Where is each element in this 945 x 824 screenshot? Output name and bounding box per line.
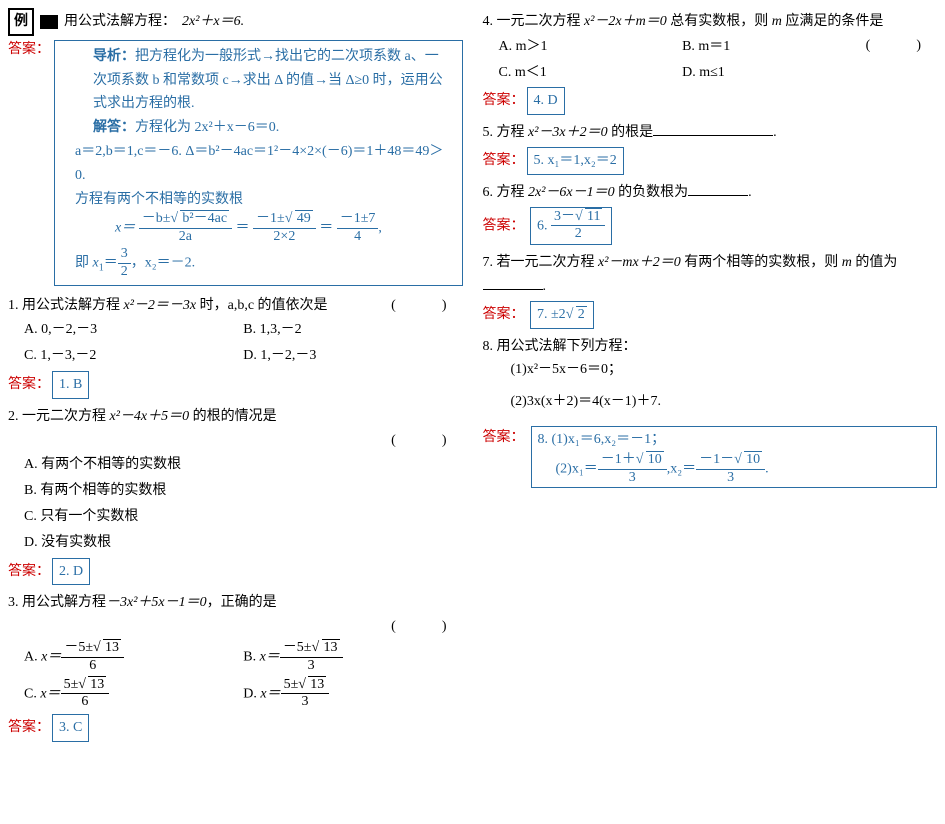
q6-answer: 答案： 6. 3－112 bbox=[483, 207, 938, 246]
blank bbox=[653, 122, 773, 136]
q4-opt-c: C. m＜1 bbox=[499, 61, 683, 85]
q2-options: A. 有两个不相等的实数根 B. 有两个相等的实数根 C. 只有一个实数根 D.… bbox=[24, 452, 463, 555]
q8-sub1: (1)x²－5x－6＝0； bbox=[511, 358, 938, 382]
left-column: 例 用公式法解方程： 2x²＋x＝6. 答案： 导析：把方程化为一般形式→找出它… bbox=[8, 8, 463, 748]
q8-sub2: (2)3x(x＋2)＝4(x－1)＋7. bbox=[511, 390, 938, 414]
example-result: 即 x1＝32，x₂＝－2. bbox=[75, 246, 452, 281]
question-3: 3. 用公式解方程－3x²＋5x－1＝0，正确的是 bbox=[8, 591, 463, 615]
q4-opt-d: D. m≤1 bbox=[682, 61, 866, 85]
q2-opt-a: A. 有两个不相等的实数根 bbox=[24, 453, 463, 477]
answer-label: 答案： bbox=[8, 38, 50, 62]
q2-opt-d: D. 没有实数根 bbox=[24, 531, 463, 555]
q2-opt-c: C. 只有一个实数根 bbox=[24, 505, 463, 529]
example-label: 例 bbox=[8, 8, 34, 36]
example-header: 例 用公式法解方程： 2x²＋x＝6. bbox=[8, 8, 463, 36]
q2-answer: 答案：2. D bbox=[8, 558, 463, 586]
q7-answer: 答案： 7. ±22 bbox=[483, 301, 938, 329]
q1-options: A. 0,－2,－3 B. 1,3,－2 C. 1,－3,－2 D. 1,－2,… bbox=[24, 317, 463, 369]
question-2: 2. 一元二次方程 x²－4x＋5＝0 的根的情况是 bbox=[8, 405, 463, 429]
example-solution-box: 导析：把方程化为一般形式→找出它的二次项系数 a、一次项系数 b 和常数项 c→… bbox=[54, 40, 463, 286]
q1-opt-d: D. 1,－2,－3 bbox=[243, 344, 462, 368]
q1-answer: 答案：1. B bbox=[8, 371, 463, 399]
q1-opt-c: C. 1,－3,－2 bbox=[24, 344, 243, 368]
solve-line1: 方程化为 2x²＋x－6＝0. bbox=[135, 120, 279, 135]
example-title-prefix: 用公式法解方程： bbox=[64, 10, 176, 34]
paren: ( ) bbox=[391, 429, 452, 453]
q3-answer: 答案：3. C bbox=[8, 714, 463, 742]
black-marker bbox=[40, 15, 58, 29]
right-column: 4. 一元二次方程 x²－2x＋m＝0 总有实数根，则 m 应满足的条件是 ( … bbox=[483, 8, 938, 748]
analysis-text: 把方程化为一般形式→找出它的二次项系数 a、一次项系数 b 和常数项 c→求出 … bbox=[93, 49, 443, 112]
q3-opt-c: C. x＝5±136 bbox=[24, 677, 243, 712]
question-5: 5. 方程 x²－3x＋2＝0 的根是. bbox=[483, 121, 938, 145]
q1-opt-b: B. 1,3,－2 bbox=[243, 318, 462, 342]
question-1: 1. 用公式法解方程 x²－2＝－3x 时，a,b,c 的值依次是 ( ) bbox=[8, 294, 463, 318]
q3-opt-d: D. x＝5±133 bbox=[243, 677, 462, 712]
question-8: 8. 用公式法解下列方程： bbox=[483, 335, 938, 359]
solve-line2: a＝2,b＝1,c＝－6. Δ＝b²－4ac＝1²－4×2×(－6)＝1＋48＝… bbox=[75, 140, 452, 188]
q4-opt-b: B. m＝1 bbox=[682, 35, 866, 59]
quadratic-formula: x＝ －b±b²－4ac2a ＝ －1±492×2 ＝ －1±74, bbox=[115, 211, 452, 246]
q5-answer: 答案：5. x₁＝1,x₂＝2 bbox=[483, 147, 938, 175]
analysis-label: 导析： bbox=[93, 49, 135, 64]
q4-answer: 答案：4. D bbox=[483, 87, 938, 115]
blank bbox=[688, 182, 748, 196]
paren: ( ) bbox=[391, 615, 452, 639]
q3-opt-b: B. x＝－5±133 bbox=[243, 640, 462, 675]
example-eq: 2x²＋x＝6. bbox=[182, 10, 244, 34]
q1-opt-a: A. 0,－2,－3 bbox=[24, 318, 243, 342]
blank bbox=[483, 276, 543, 290]
paren: ( ) bbox=[391, 294, 452, 318]
q2-opt-b: B. 有两个相等的实数根 bbox=[24, 479, 463, 503]
question-4: 4. 一元二次方程 x²－2x＋m＝0 总有实数根，则 m 应满足的条件是 ( … bbox=[483, 10, 938, 34]
q4-opt-a: A. m＞1 bbox=[499, 35, 683, 59]
q3-options: A. x＝－5±136 B. x＝－5±133 C. x＝5±136 D. x＝… bbox=[24, 639, 463, 712]
question-7: 7. 若一元二次方程 x²－mx＋2＝0 有两个相等的实数根，则 m 的值为. bbox=[483, 251, 938, 299]
solve-label: 解答： bbox=[93, 120, 135, 135]
q8-ans2: (2)x₁＝－1＋103,x₂＝－1－103. bbox=[556, 452, 931, 487]
q4-options: A. m＞1 B. m＝1 C. m＜1 D. m≤1 bbox=[499, 34, 866, 86]
q8-ans1: 8. (1)x₁＝6,x₂＝－1； bbox=[538, 428, 931, 452]
question-6: 6. 方程 2x²－6x－1＝0 的负数根为. bbox=[483, 181, 938, 205]
paren: ( ) bbox=[866, 34, 927, 58]
q3-opt-a: A. x＝－5±136 bbox=[24, 640, 243, 675]
q8-answer: 答案： 8. (1)x₁＝6,x₂＝－1； (2)x₁＝－1＋103,x₂＝－1… bbox=[483, 426, 938, 488]
solve-line3: 方程有两个不相等的实数根 bbox=[75, 188, 452, 212]
